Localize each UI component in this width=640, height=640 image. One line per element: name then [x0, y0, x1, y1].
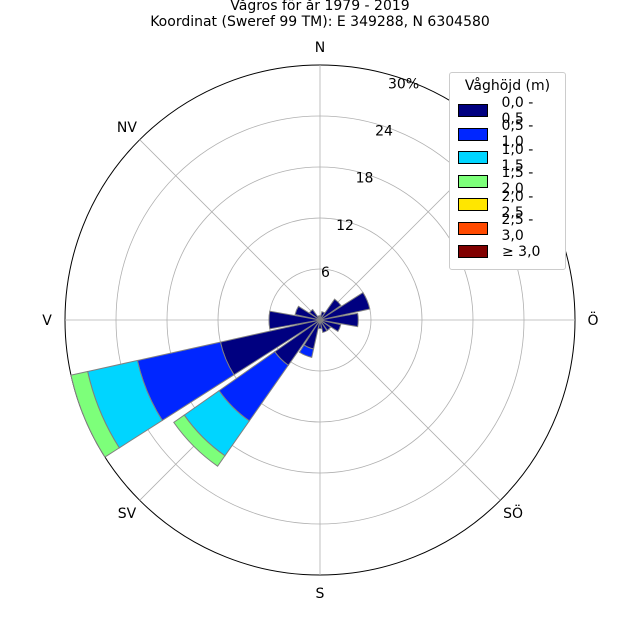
rose-bar-segment	[319, 291, 371, 321]
direction-label: V	[42, 313, 52, 329]
legend-item: 2,0 - 2,5	[456, 189, 559, 221]
rose-bar-segment	[308, 308, 321, 321]
legend: Våghöjd (m) 0,0 - 0,5 0,5 - 1,0 1,0 - 1,5 1…	[449, 72, 566, 270]
chart-titles: Vågros för år 1979 - 2019 Koordinat (Swe…	[0, 0, 640, 32]
legend-swatch	[458, 127, 488, 141]
legend-label: 0,5 - 1,0	[501, 118, 534, 151]
direction-label: N	[315, 40, 325, 56]
legend-item: 0,0 - 0,5	[456, 95, 559, 127]
rose-bar-segment	[317, 315, 321, 321]
legend-label: 1,5 - 2,0	[501, 165, 534, 198]
legend-label: ≥ 3,0	[502, 243, 541, 260]
legend-swatch	[458, 221, 488, 235]
chart-title: Vågros för år 1979 - 2019	[230, 0, 410, 14]
radial-tick-label: 30%	[388, 76, 419, 92]
legend-label: 1,0 - 1,5	[501, 141, 534, 174]
polar-grid	[64, 64, 576, 576]
rose-bar-segment	[319, 298, 342, 321]
legend-swatch	[458, 245, 488, 259]
legend-swatch	[458, 104, 488, 118]
rose-bar-segment	[319, 319, 332, 332]
legend-swatch	[458, 151, 488, 165]
direction-label: SV	[118, 506, 137, 522]
chart-subtitle: Koordinat (Sweref 99 TM): E 349288, N 63…	[150, 14, 490, 30]
direction-label: SÖ	[503, 504, 523, 522]
radial-tick-label: 24	[375, 124, 393, 140]
rose-bar-segment	[70, 370, 120, 458]
grid-spoke	[139, 139, 321, 321]
legend-item: 2,5 - 3,0	[456, 212, 559, 244]
rose-bar-segment	[319, 312, 359, 328]
legend-item: 0,5 - 1,0	[456, 118, 559, 150]
radial-tick-label: 6	[321, 265, 330, 281]
legend-item: ≥ 3,0	[456, 240, 559, 264]
radial-tick-label: 18	[356, 171, 374, 187]
direction-label: S	[316, 586, 325, 602]
rose-bar-segment	[173, 414, 226, 467]
legend-swatch	[458, 174, 488, 188]
direction-label: Ö	[587, 311, 598, 329]
legend-swatch	[458, 198, 488, 212]
legend-item: 1,0 - 1,5	[456, 142, 559, 174]
legend-label: 2,5 - 3,0	[501, 212, 534, 245]
rose-bars	[70, 291, 371, 467]
radial-tick-label: 12	[336, 218, 354, 234]
direction-label: NV	[117, 120, 137, 136]
rose-bar-segment	[319, 319, 342, 333]
rose-bar-segment	[294, 305, 321, 321]
legend-label: 0,0 - 0,5	[501, 94, 534, 127]
legend-label: 2,0 - 2,5	[501, 188, 534, 221]
rose-bar-segment	[298, 344, 315, 358]
legend-item: 1,5 - 2,0	[456, 165, 559, 197]
legend-title: Våghöjd (m)	[464, 78, 551, 94]
rose-bar-segment	[268, 310, 321, 330]
rose-bar-segment	[319, 319, 328, 334]
grid-spoke	[319, 319, 501, 501]
